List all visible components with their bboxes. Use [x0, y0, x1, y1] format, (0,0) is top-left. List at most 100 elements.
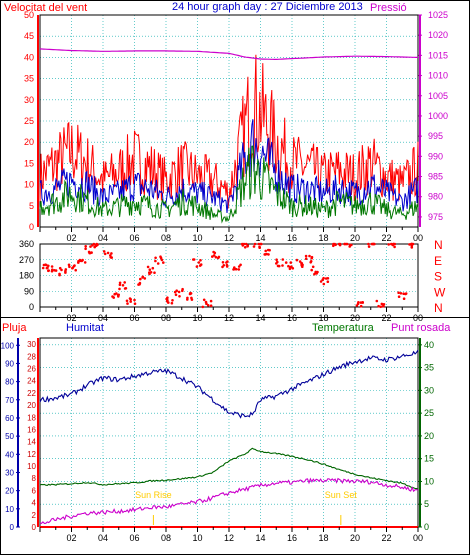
direction-point: [399, 292, 403, 295]
direction-point: [260, 242, 263, 246]
direction-x-tick-label: 20: [350, 313, 360, 323]
humidity-x-tick-label: 10: [192, 533, 202, 543]
pressure-axis-tick-label: 1015: [428, 50, 448, 60]
direction-point: [138, 283, 141, 286]
direction-point: [170, 301, 174, 305]
direction-point: [402, 297, 406, 301]
direction-point: [344, 242, 348, 246]
direction-point: [410, 242, 413, 246]
direction-point: [314, 270, 318, 274]
dewpoint-axis-tick-label: 12: [27, 450, 36, 459]
direction-x-tick-label: 16: [287, 313, 297, 323]
wind-axis-tick-label: 10: [24, 180, 34, 190]
direction-point: [243, 246, 247, 249]
direction-point: [214, 255, 218, 259]
humidity-x-tick-label: 06: [129, 533, 139, 543]
direction-point: [47, 269, 50, 272]
direction-point: [359, 301, 363, 304]
direction-point: [110, 252, 113, 255]
dewpoint-axis-tick-label: 2: [32, 511, 37, 520]
direction-point: [53, 269, 56, 272]
direction-point: [319, 280, 323, 283]
wind-axis-tick-label: 35: [24, 74, 34, 84]
direction-point: [267, 253, 270, 256]
direction-point: [263, 253, 267, 256]
humidity-x-tick-label: 02: [66, 533, 76, 543]
humidity-axis-tick-label: 0: [10, 523, 15, 532]
pressure-axis-tick-label: 1025: [428, 10, 448, 20]
direction-point: [198, 264, 202, 267]
direction-point: [123, 287, 127, 290]
direction-point: [359, 304, 363, 308]
compass-label: N: [434, 301, 443, 315]
dewpoint-axis-tick-label: 18: [27, 413, 36, 422]
direction-point: [277, 264, 281, 268]
direction-point: [225, 265, 229, 268]
direction-point: [167, 301, 170, 304]
direction-point: [334, 243, 337, 247]
direction-point: [308, 254, 311, 258]
direction-point: [338, 242, 342, 246]
direction-point: [102, 250, 106, 253]
direction-point: [64, 268, 68, 271]
direction-point: [84, 245, 87, 248]
pressure-axis-tick-label: 985: [428, 172, 443, 182]
direction-point: [322, 282, 326, 286]
direction-point: [387, 243, 391, 246]
direction-point: [47, 264, 50, 268]
direction-point: [244, 242, 248, 246]
direction-point: [252, 245, 256, 248]
compass-label: E: [434, 254, 442, 268]
dewpoint-axis-tick-label: 26: [27, 364, 36, 373]
humidity-temperature-chart: 0510152025303540010203040506070809010002…: [1, 337, 434, 543]
direction-point: [192, 258, 196, 261]
dewpoint-axis-tick-label: 6: [32, 486, 37, 495]
direction-point: [141, 275, 145, 279]
direction-point: [71, 266, 74, 270]
direction-point: [174, 293, 178, 297]
direction-point: [357, 301, 360, 304]
direction-point: [275, 258, 278, 262]
direction-point: [126, 302, 129, 305]
direction-x-tick-label: 14: [255, 313, 265, 323]
direction-point: [310, 268, 314, 272]
direction-point: [156, 262, 160, 265]
humidity-axis-tick-label: 70: [5, 396, 14, 405]
direction-x-tick-label: 18: [318, 313, 328, 323]
direction-point: [186, 298, 189, 301]
dewpoint-axis-tick-label: 24: [27, 377, 36, 386]
pressure-axis-tick-label: 995: [428, 131, 443, 141]
humidity-axis-tick-label: 20: [5, 487, 14, 496]
direction-point: [129, 298, 132, 301]
series-line: [39, 477, 419, 525]
pressure-series-line: [39, 48, 418, 61]
direction-axis-tick-label: 0: [29, 302, 34, 312]
direction-point: [310, 255, 314, 259]
direction-point: [175, 289, 178, 293]
direction-point: [375, 299, 379, 303]
wind-axis-tick-label: 25: [24, 116, 34, 126]
series-line: [39, 447, 419, 490]
direction-point: [58, 272, 61, 276]
humidity-axis-tick-label: 60: [5, 414, 14, 423]
wind-x-tick-label: 10: [192, 233, 202, 243]
direction-point: [233, 266, 236, 269]
direction-point: [239, 263, 242, 267]
direction-point: [123, 281, 126, 284]
sun-marker-label: Sun Rise: [135, 490, 172, 500]
wind-x-tick-label: 22: [381, 233, 391, 243]
humidity-axis-tick-label: 80: [5, 378, 14, 387]
direction-point: [367, 242, 370, 246]
temperature-axis-tick-label: 35: [424, 363, 434, 373]
direction-point: [148, 268, 152, 272]
direction-point: [112, 296, 115, 299]
direction-point: [87, 250, 91, 254]
dewpoint-axis-tick-label: 14: [27, 438, 36, 447]
direction-point: [166, 296, 169, 300]
direction-point: [44, 263, 47, 267]
wind-axis-tick-label: 5: [29, 201, 34, 211]
humidity-axis-tick-label: 30: [5, 468, 14, 477]
direction-point: [133, 298, 136, 302]
direction-point: [171, 299, 174, 302]
